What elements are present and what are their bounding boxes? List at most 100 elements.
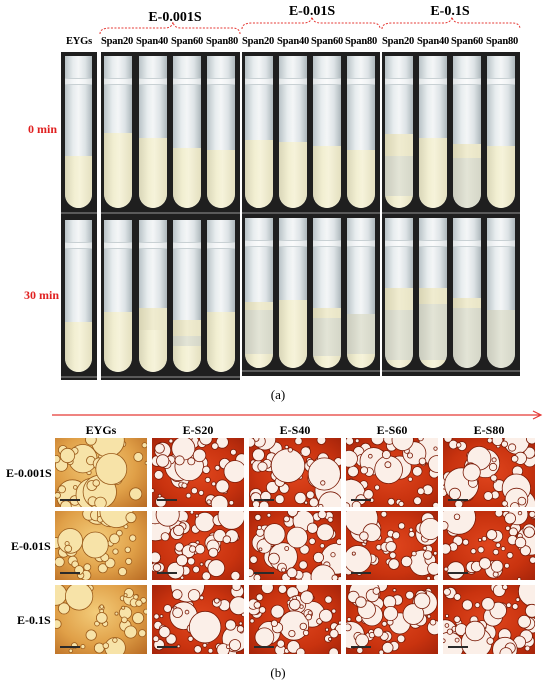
droplet xyxy=(517,577,522,580)
droplet xyxy=(258,606,267,614)
droplet xyxy=(171,438,196,461)
droplet xyxy=(302,629,310,637)
droplet xyxy=(124,625,138,639)
droplet xyxy=(258,547,263,552)
droplet xyxy=(453,593,462,601)
group-title-e0001s: E-0.001S xyxy=(148,10,202,25)
droplet xyxy=(329,629,339,639)
group-braces xyxy=(99,16,521,35)
droplet xyxy=(185,492,192,499)
micrograph-3-2 xyxy=(152,585,244,654)
droplet xyxy=(398,500,405,507)
col-label-span20-b: Span20 xyxy=(242,36,275,47)
droplet xyxy=(443,511,476,535)
droplet xyxy=(190,487,198,495)
tube xyxy=(139,220,167,372)
droplet xyxy=(95,612,108,624)
col-label-span60-c: Span60 xyxy=(451,36,484,47)
droplet xyxy=(124,546,131,553)
droplet xyxy=(443,566,449,572)
droplet xyxy=(270,619,278,627)
tube xyxy=(419,218,447,368)
droplet xyxy=(514,536,527,549)
tube xyxy=(245,218,273,368)
tube xyxy=(65,220,92,372)
droplet xyxy=(152,635,160,643)
droplet xyxy=(408,530,415,538)
droplet xyxy=(523,526,535,538)
droplet xyxy=(381,450,391,460)
tube xyxy=(173,56,201,208)
droplet xyxy=(391,438,414,451)
droplet xyxy=(125,557,133,565)
droplet xyxy=(176,644,181,649)
droplet xyxy=(453,513,461,521)
droplet xyxy=(133,452,144,462)
droplet xyxy=(405,590,415,600)
b-header-eygs: EYGs xyxy=(85,423,117,437)
scale-bar xyxy=(157,499,177,501)
droplet xyxy=(337,576,341,580)
droplet xyxy=(65,585,94,611)
tube xyxy=(487,56,515,208)
droplet xyxy=(501,500,508,507)
droplet xyxy=(158,626,171,639)
tube xyxy=(313,56,341,208)
tube xyxy=(173,220,201,372)
col-label-span20-a: Span20 xyxy=(101,36,134,47)
droplet xyxy=(171,589,183,600)
droplet xyxy=(331,608,337,614)
droplet xyxy=(114,611,119,616)
droplet xyxy=(470,548,477,555)
droplet xyxy=(276,639,285,648)
b-row-label-e01s: E-0.1S xyxy=(17,613,51,627)
micrograph-2-5 xyxy=(443,511,535,580)
droplet xyxy=(506,602,512,608)
droplet xyxy=(132,612,145,625)
droplet xyxy=(316,438,327,445)
droplet xyxy=(486,438,493,444)
droplet xyxy=(202,465,211,474)
droplet xyxy=(265,481,279,494)
droplet xyxy=(55,491,61,499)
micrograph-1-4 xyxy=(346,438,438,507)
droplet xyxy=(204,476,211,483)
micrograph-3-3 xyxy=(249,585,341,654)
col-label-span40-b: Span40 xyxy=(277,36,310,47)
droplet xyxy=(443,638,446,644)
droplet xyxy=(478,557,492,570)
col-label-span40-a: Span40 xyxy=(136,36,169,47)
droplet xyxy=(524,645,531,652)
droplet xyxy=(121,605,126,610)
group-title-e01s: E-0.1S xyxy=(430,4,470,19)
droplet xyxy=(213,597,220,604)
droplet xyxy=(238,621,243,626)
droplet xyxy=(400,555,413,568)
droplet xyxy=(407,452,414,459)
droplet xyxy=(433,446,438,451)
droplet xyxy=(153,613,160,620)
droplet xyxy=(109,533,120,545)
micrograph-3-5 xyxy=(443,585,535,654)
droplet xyxy=(374,455,403,485)
droplet xyxy=(188,610,222,644)
droplet xyxy=(319,543,325,549)
droplet xyxy=(508,527,518,537)
droplet xyxy=(417,438,424,442)
tube xyxy=(453,218,481,368)
micrograph-2-2 xyxy=(152,511,244,580)
tube xyxy=(347,218,375,368)
scale-bar xyxy=(351,572,371,574)
droplet xyxy=(418,457,427,466)
droplet xyxy=(443,588,451,596)
tube xyxy=(139,56,167,208)
droplet xyxy=(517,511,523,516)
droplet xyxy=(488,462,498,472)
droplet xyxy=(494,511,504,518)
droplet xyxy=(236,625,244,633)
droplet xyxy=(374,484,381,491)
droplet xyxy=(154,443,165,454)
droplet xyxy=(443,543,452,555)
droplet xyxy=(490,474,498,482)
droplet xyxy=(201,571,211,580)
